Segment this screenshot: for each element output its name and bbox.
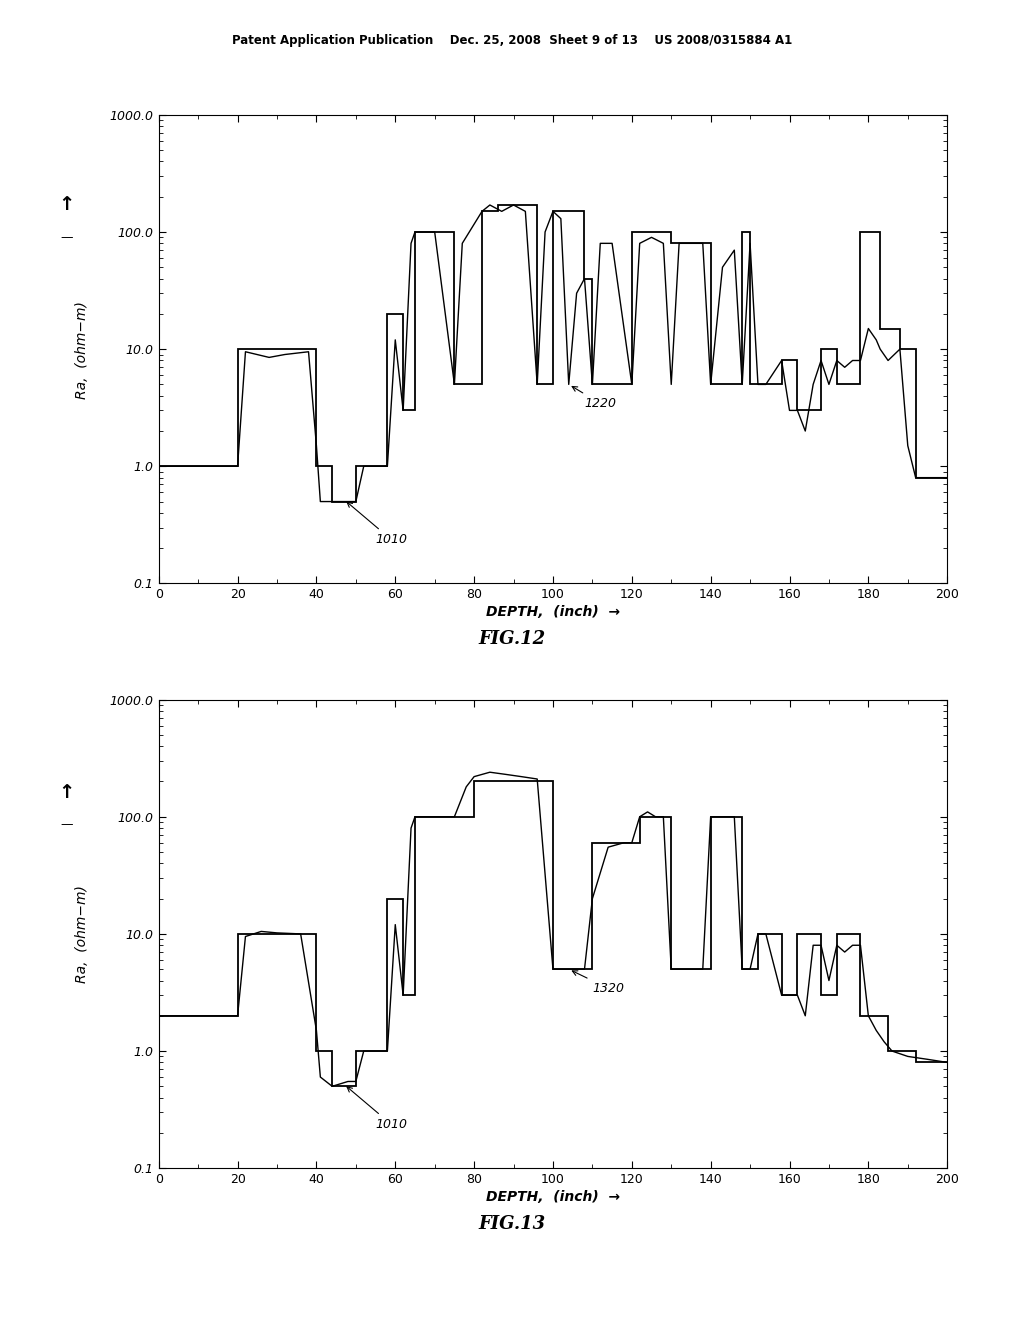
Text: —: — bbox=[60, 818, 73, 832]
Text: 1010: 1010 bbox=[347, 502, 408, 546]
Text: Ra,  (ohm−m): Ra, (ohm−m) bbox=[75, 301, 89, 399]
Text: DEPTH,  (inch)  →: DEPTH, (inch) → bbox=[486, 606, 620, 619]
Text: DEPTH,  (inch)  →: DEPTH, (inch) → bbox=[486, 1191, 620, 1204]
Text: Ra,  (ohm−m): Ra, (ohm−m) bbox=[75, 886, 89, 983]
Text: 1320: 1320 bbox=[572, 970, 625, 995]
Text: FIG.12: FIG.12 bbox=[478, 630, 546, 648]
Text: ↑: ↑ bbox=[58, 195, 75, 214]
Text: Patent Application Publication    Dec. 25, 2008  Sheet 9 of 13    US 2008/031588: Patent Application Publication Dec. 25, … bbox=[231, 34, 793, 48]
Text: ↑: ↑ bbox=[58, 783, 75, 801]
Text: —: — bbox=[60, 231, 73, 244]
Text: 1220: 1220 bbox=[572, 387, 616, 411]
Text: FIG.13: FIG.13 bbox=[478, 1214, 546, 1233]
Text: 1010: 1010 bbox=[347, 1086, 408, 1131]
